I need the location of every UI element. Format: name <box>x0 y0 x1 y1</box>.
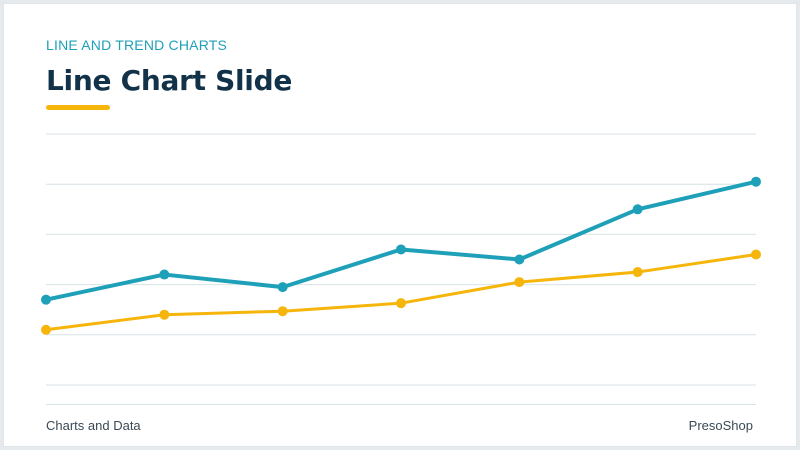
series-line <box>44 252 758 332</box>
data-point <box>159 309 170 320</box>
slide: LINE AND TREND CHARTS Line Chart Slide C… <box>3 3 797 447</box>
series-line <box>44 179 758 302</box>
slide-title: Line Chart Slide <box>46 64 293 97</box>
data-point <box>751 176 761 187</box>
title-underline <box>46 105 110 110</box>
series-1 <box>41 176 761 305</box>
data-point <box>632 204 643 215</box>
data-point <box>41 294 51 305</box>
series-group <box>41 176 761 335</box>
data-point <box>514 277 525 288</box>
data-point <box>751 249 761 260</box>
data-point <box>396 298 406 309</box>
footer-left-label: Charts and Data <box>46 418 141 433</box>
footer-divider <box>46 404 756 405</box>
line-chart <box>41 133 761 386</box>
data-point <box>159 269 170 280</box>
data-point <box>41 324 51 335</box>
gridlines <box>46 133 756 386</box>
slide-eyebrow: LINE AND TREND CHARTS <box>46 37 228 53</box>
data-point <box>514 254 525 265</box>
series-2 <box>41 249 761 335</box>
data-point <box>277 282 288 293</box>
data-point <box>396 244 406 255</box>
footer-brand: PresoShop <box>688 418 753 433</box>
data-point <box>632 267 643 278</box>
data-point <box>277 306 288 317</box>
